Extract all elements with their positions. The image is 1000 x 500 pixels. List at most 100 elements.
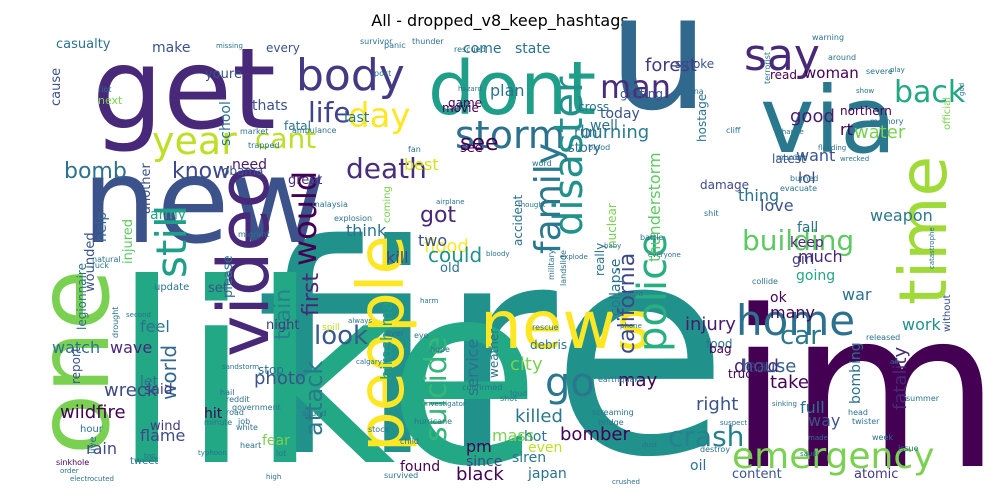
word-go: go	[545, 360, 595, 406]
word-road: road	[226, 408, 244, 417]
word-cause: cause	[49, 68, 64, 106]
word-everyone: everyone	[648, 251, 681, 259]
word-suicide: suicide	[419, 337, 454, 442]
word-missing: missing	[216, 42, 243, 50]
word-weather: weather	[487, 329, 501, 378]
word-disaster: disaster	[546, 76, 592, 236]
word-school: school	[218, 101, 234, 146]
word-electrocuted: electrocuted	[70, 475, 114, 483]
word-getting: getting	[620, 87, 663, 101]
word-last: last	[344, 110, 370, 126]
word-air: air	[890, 358, 899, 366]
word-old: old	[440, 261, 460, 276]
word-even: even	[528, 440, 562, 456]
word-ambulance: ambulance	[292, 126, 336, 135]
word-panic: panic	[384, 41, 406, 50]
word-saudi: saudi	[800, 450, 819, 458]
word-show: show	[856, 87, 874, 95]
word-plan: plan	[490, 81, 525, 100]
word-flame: flame	[140, 426, 185, 445]
word-work: work	[902, 315, 941, 334]
word-time: time	[885, 156, 962, 305]
word-japan: japan	[527, 466, 567, 482]
word-storm: storm	[455, 113, 565, 157]
word-come: come	[463, 41, 502, 57]
word-nuclear: nuclear	[605, 203, 619, 248]
word-may: may	[618, 370, 658, 391]
word-thunder: thunder	[412, 37, 444, 46]
word-video: video	[203, 166, 285, 357]
word-run: run	[574, 125, 598, 141]
word-see: see	[460, 141, 483, 156]
word-wildfire: wildfire	[60, 402, 126, 423]
word-thing: thing	[738, 186, 779, 205]
word-forest: forest	[645, 55, 697, 76]
word-city: city	[510, 354, 543, 375]
word-always: always	[348, 317, 372, 325]
word-suspect: suspect	[720, 419, 747, 427]
word-burning: burning	[580, 122, 649, 143]
word-thought: thought	[518, 201, 546, 209]
word-word: word	[532, 159, 552, 168]
word-good: good	[790, 106, 835, 127]
word-hot: hot	[524, 429, 547, 445]
word-first: first	[299, 273, 324, 316]
word-battle: battle	[640, 233, 663, 242]
word-house: house	[742, 356, 796, 377]
word-kill: kill	[386, 248, 409, 267]
word-without: without	[942, 294, 953, 332]
word-today: today	[600, 106, 640, 122]
word-dont: dont	[428, 46, 596, 132]
word-hazard: hazard	[458, 85, 482, 93]
word-need: need	[232, 157, 267, 173]
word-mass: mass	[492, 426, 534, 445]
word-new: new	[82, 132, 326, 270]
word-summer: summer	[906, 394, 940, 403]
word-say: say	[744, 30, 820, 81]
word-injury: injury	[685, 314, 736, 335]
word-lot: lot	[276, 449, 286, 458]
word-released: released	[866, 333, 900, 342]
word-market: market	[240, 127, 268, 136]
word-content: content	[732, 467, 782, 482]
word-want: want	[796, 146, 835, 165]
word-home: home	[736, 296, 855, 345]
word-one: one	[15, 269, 132, 455]
word-life: life	[308, 96, 351, 129]
word-flood: flood	[424, 236, 469, 257]
word-next: next	[98, 94, 123, 107]
word-smoke: smoke	[675, 57, 714, 71]
word-set: set	[208, 281, 228, 296]
word-survivor: survivor	[360, 37, 393, 46]
word-make: make	[152, 40, 190, 56]
word-game: game	[448, 96, 482, 110]
word-twister: twister	[852, 417, 880, 426]
word-spill: spill	[322, 323, 340, 333]
word-killed: killed	[515, 406, 563, 427]
word-heart: heart	[240, 441, 261, 450]
word-northern: northern	[840, 104, 892, 118]
word-ok: ok	[770, 290, 788, 306]
word-collapse: collapse	[608, 259, 624, 316]
word-wind: wind	[150, 419, 181, 434]
word-wreck: wreck	[104, 380, 158, 401]
word-car: car	[780, 321, 821, 351]
word-accident: accident	[511, 195, 525, 246]
word-building: building	[742, 224, 854, 257]
word-natural: natural	[92, 255, 121, 264]
word-pm: pm	[466, 437, 492, 456]
word-minute: minute	[204, 418, 232, 427]
word-job: job	[237, 417, 250, 426]
word-great: great	[288, 173, 322, 188]
word-back: back	[894, 75, 966, 110]
word-story: story	[568, 141, 601, 156]
word-army: army	[150, 207, 186, 223]
word-food: food	[706, 337, 733, 351]
word-thunderstorm: thunderstorm	[645, 152, 664, 262]
word-day: day	[348, 96, 411, 136]
word-got: got	[420, 203, 456, 228]
word-know: know	[172, 159, 230, 184]
word-obama: obama	[222, 164, 263, 178]
word-people: people	[345, 235, 419, 452]
